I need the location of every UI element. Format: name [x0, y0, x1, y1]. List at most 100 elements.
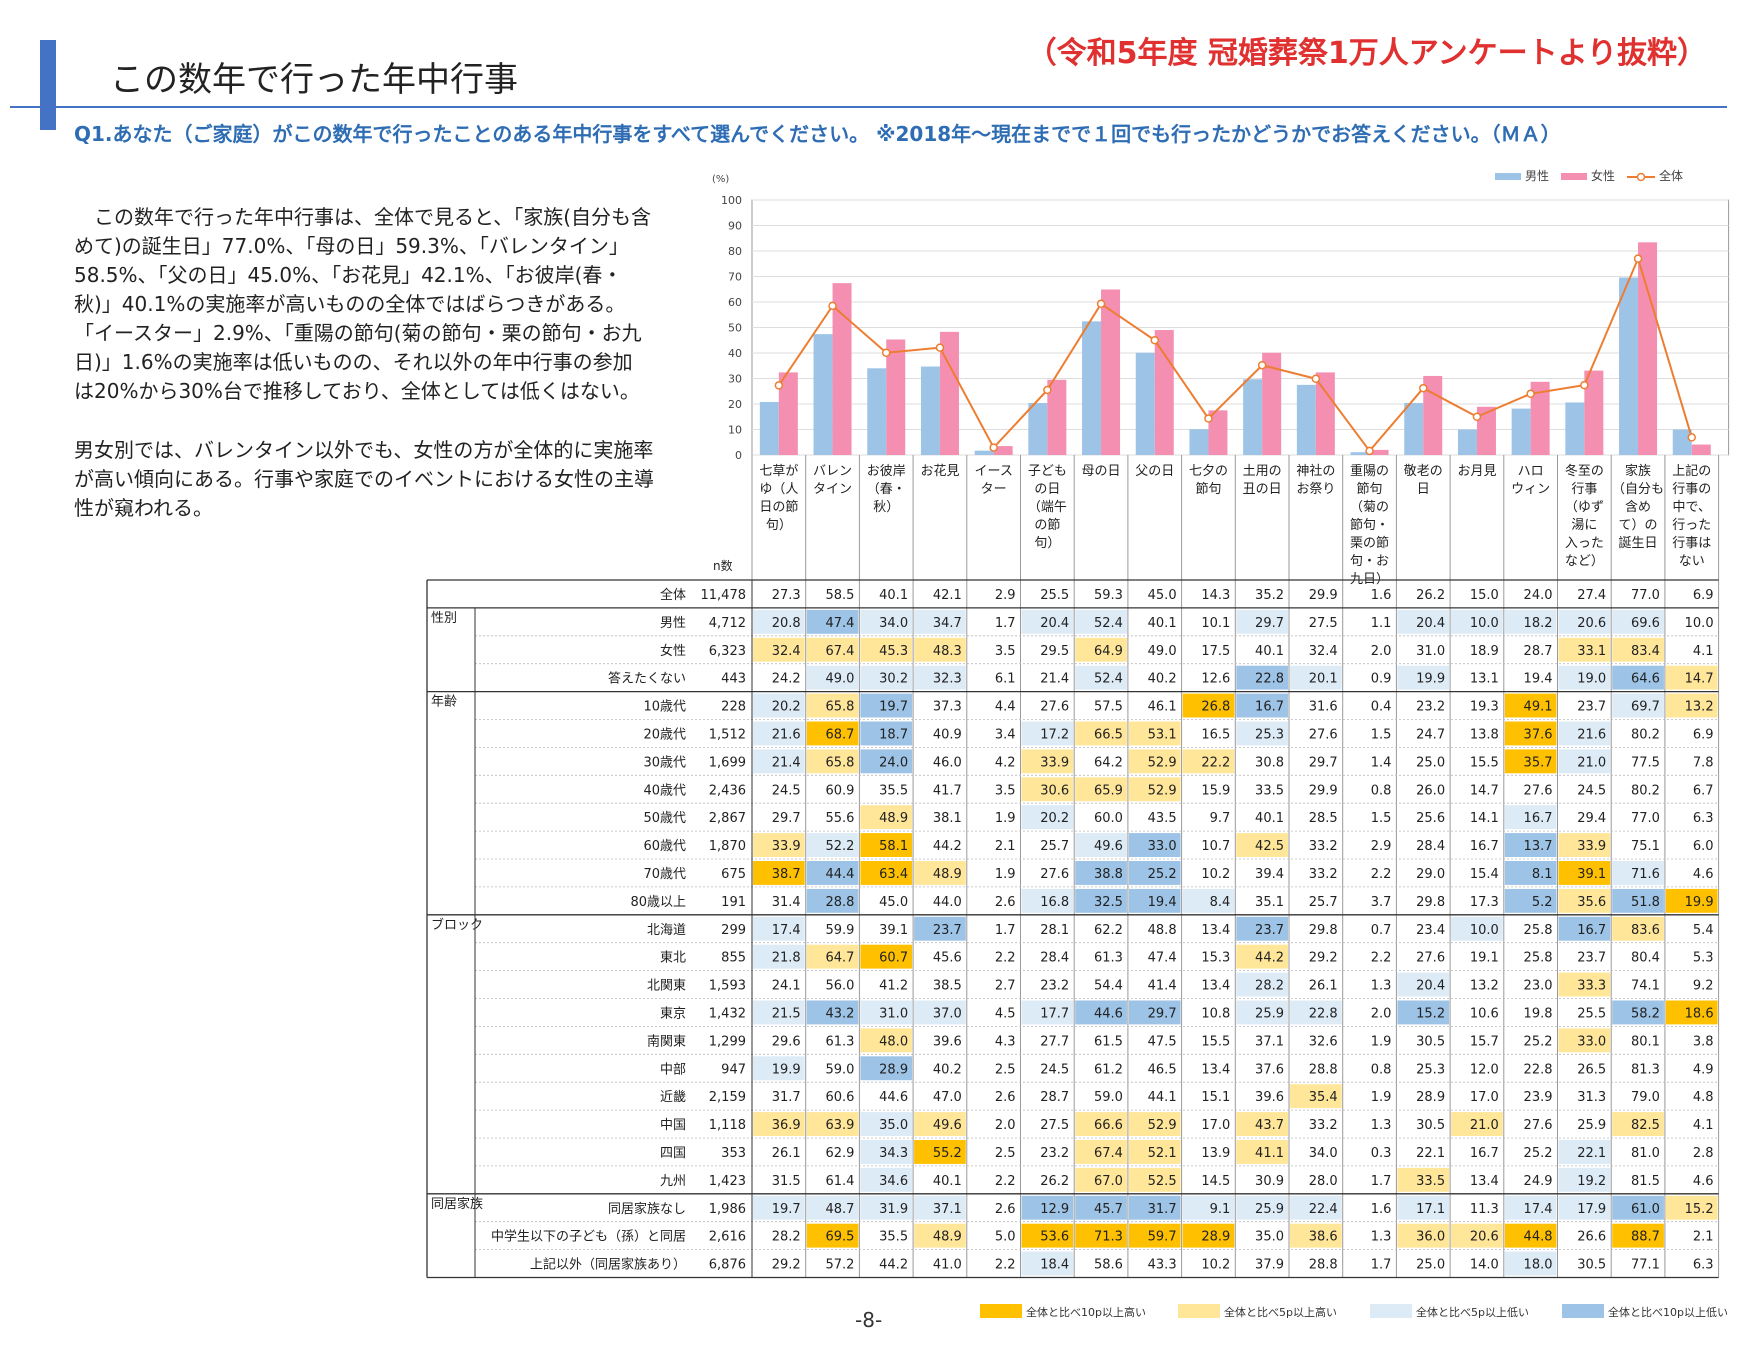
table-cell-value: 20.8 — [772, 616, 801, 631]
table-cell-value: 69.6 — [1631, 616, 1660, 631]
table-cell-value: 43.2 — [825, 1006, 854, 1021]
category-label: 句） — [766, 518, 792, 533]
highlight-cell — [1128, 833, 1181, 857]
table-cell-value: 19.4 — [1524, 672, 1553, 687]
highlight-cell — [1504, 833, 1557, 857]
table-cell-value: 77.1 — [1631, 1258, 1660, 1273]
table-cell-value: 31.4 — [772, 895, 801, 910]
table-cell-value: 30.5 — [1416, 1034, 1445, 1049]
table-cell-value: 4.1 — [1693, 644, 1714, 659]
table-cell-value: 67.4 — [1094, 1146, 1123, 1161]
row-label: 上記以外（同居家族あり） — [530, 1257, 686, 1273]
highlight-cell — [1397, 609, 1450, 634]
table-cell-value: 4.9 — [1693, 1062, 1714, 1077]
point-total — [1150, 336, 1159, 345]
table-cell-value: 51.8 — [1631, 895, 1660, 910]
bar-female — [1101, 289, 1121, 455]
page-number: -8- — [855, 1308, 883, 1332]
table-cell-value: 30.9 — [1255, 1174, 1284, 1189]
table-cell-value: 37.6 — [1524, 727, 1553, 742]
table-cell-value: 39.6 — [1255, 1090, 1284, 1105]
y-tick-label: 10 — [728, 424, 742, 437]
highlight-cell — [1075, 861, 1127, 885]
row-n-value: 2,159 — [709, 1090, 746, 1105]
table-cell-value: 28.9 — [1416, 1090, 1445, 1105]
table-cell-value: 16.8 — [1040, 895, 1069, 910]
highlight-cell — [914, 609, 966, 634]
table-cell-value: 15.0 — [1470, 588, 1499, 603]
table-cell-value: 44.1 — [1148, 1090, 1177, 1105]
category-label: など） — [1565, 554, 1604, 569]
highlight-cell — [1558, 972, 1611, 997]
table-cell-value: 68.7 — [825, 727, 854, 742]
bar-male — [1135, 352, 1155, 455]
highlight-cell — [860, 1028, 913, 1053]
table-cell-value: 19.9 — [772, 1062, 801, 1077]
row-label: 10歳代 — [643, 700, 686, 715]
highlight-cell — [1504, 805, 1557, 830]
table-cell-value: 23.7 — [1577, 951, 1606, 966]
category-label: 敬老の — [1404, 463, 1443, 479]
highlight-cell — [1075, 1140, 1127, 1164]
table-cell-value: 5.2 — [1532, 895, 1553, 910]
bar-male — [1243, 379, 1263, 455]
category-label: 節句・ — [1350, 518, 1389, 533]
highlight-cell — [1021, 777, 1074, 802]
point-total — [1687, 433, 1696, 442]
highlight-cell — [1236, 944, 1288, 969]
table-cell-value: 47.0 — [933, 1090, 962, 1105]
table-cell-value: 17.5 — [1201, 644, 1230, 659]
table-cell-value: 41.1 — [1255, 1146, 1284, 1161]
highlight-cell — [1504, 888, 1557, 913]
table-cell-value: 12.6 — [1201, 672, 1230, 687]
summary-line: が高い傾向にある。行事や家庭でのイベントにおける女性の主導 — [74, 467, 654, 491]
row-n-value: 4,712 — [709, 616, 746, 631]
table-cell-value: 35.0 — [879, 1118, 908, 1133]
highlight-cell — [806, 1195, 859, 1220]
table-cell-value: 28.2 — [772, 1230, 801, 1245]
table-cell-value: 9.1 — [1210, 1202, 1231, 1217]
category-label: ター — [981, 482, 1007, 497]
highlight-cell — [1290, 1000, 1342, 1025]
highlight-cell — [914, 1112, 966, 1136]
highlight-cell — [1075, 1000, 1127, 1025]
table-cell-value: 67.4 — [825, 644, 854, 659]
highlight-cell — [860, 609, 913, 634]
table-cell-value: 80.2 — [1631, 727, 1660, 742]
table-cell-value: 27.6 — [1416, 951, 1445, 966]
table-cell-value: 23.0 — [1524, 979, 1553, 994]
table-cell-value: 29.0 — [1416, 867, 1445, 882]
table-cell-value: 26.1 — [772, 1146, 801, 1161]
highlight-cell — [1128, 1112, 1181, 1136]
table-cell-value: 25.5 — [1040, 588, 1069, 603]
table-cell-value: 4.3 — [995, 1034, 1016, 1049]
highlight-legend-label: 全体と比べ5p以上低い — [1416, 1305, 1529, 1319]
highlight-legend-swatch — [1178, 1304, 1220, 1318]
highlight-cell — [1128, 721, 1181, 746]
table-cell-value: 27.6 — [1524, 1118, 1553, 1133]
table-cell-value: 0.8 — [1371, 1062, 1392, 1077]
highlight-cell — [1558, 749, 1611, 774]
summary-line: は20%から30%台で推移しており、全体としては低くはない。 — [74, 379, 640, 403]
table-cell-value: 18.6 — [1685, 1006, 1714, 1021]
table-cell-value: 3.7 — [1371, 895, 1392, 910]
table-cell-value: 23.7 — [1255, 923, 1284, 938]
table-cell-value: 23.2 — [1040, 1146, 1069, 1161]
table-cell-value: 35.2 — [1255, 588, 1284, 603]
highlight-cell — [1397, 1223, 1450, 1248]
bar-male — [1189, 429, 1209, 455]
bar-female — [778, 372, 798, 455]
table-cell-value: 55.2 — [933, 1146, 962, 1161]
table-cell-value: 60.7 — [879, 951, 908, 966]
table-cell-value: 24.0 — [1524, 588, 1553, 603]
table-cell-value: 10.2 — [1201, 1258, 1230, 1273]
category-label: お祭り — [1296, 482, 1335, 497]
table-cell-value: 61.3 — [1094, 951, 1123, 966]
table-cell-value: 15.3 — [1201, 951, 1230, 966]
table-cell-value: 2.6 — [995, 1202, 1016, 1217]
table-cell-value: 44.2 — [879, 1258, 908, 1273]
category-label: 日 — [1417, 482, 1430, 497]
table-cell-value: 46.5 — [1148, 1062, 1177, 1077]
category-label: 誕生日 — [1619, 536, 1658, 551]
row-label: 60歳代 — [643, 839, 686, 854]
